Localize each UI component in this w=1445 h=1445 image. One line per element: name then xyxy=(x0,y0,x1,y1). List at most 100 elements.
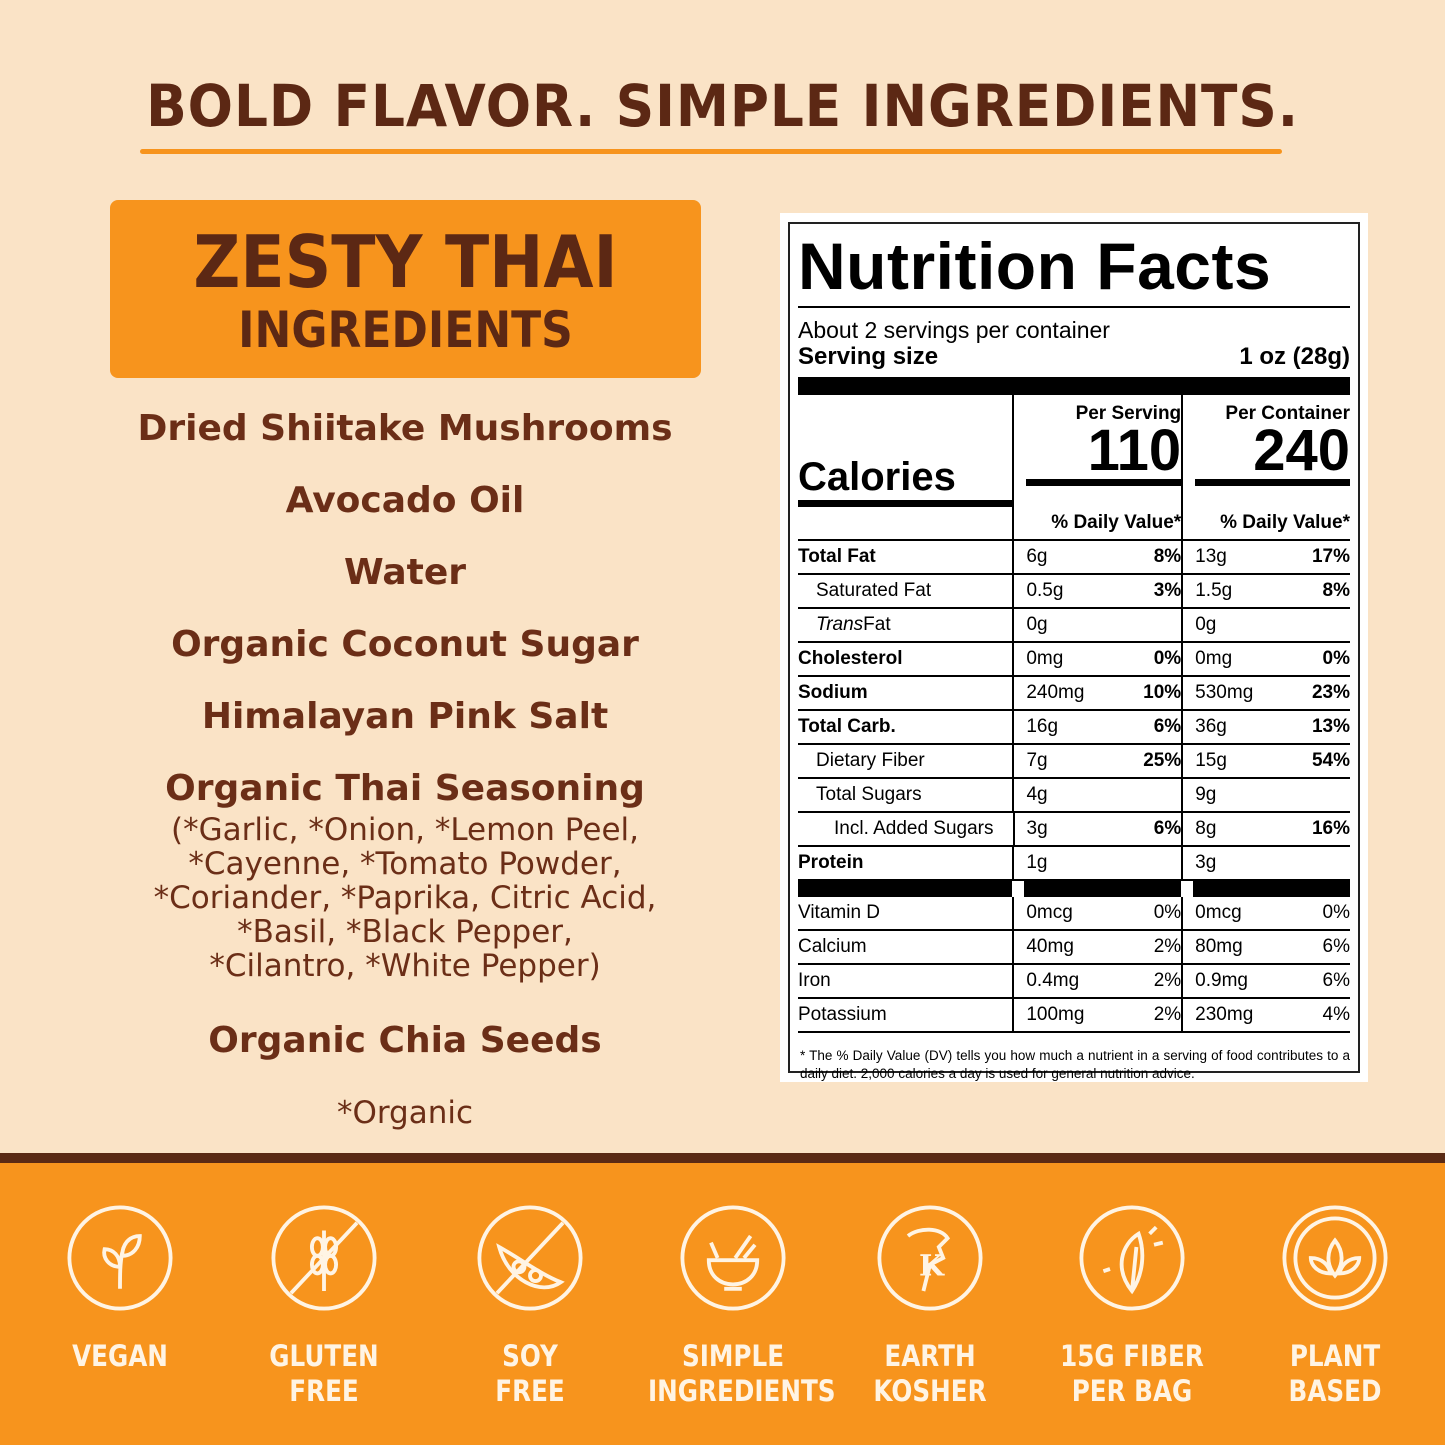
nutrient-row: Calcium 40mg 2% 80mg 6% xyxy=(798,931,1350,965)
ingredient: Organic Coconut Sugar xyxy=(171,624,639,665)
calories-label: Calories xyxy=(798,455,1013,507)
percent-dv: 6% xyxy=(1322,936,1350,957)
amount: 80mg xyxy=(1195,936,1243,957)
badge-label-line: INGREDIENTS xyxy=(648,1374,836,1408)
nutrient-values: 7g 25% xyxy=(1012,745,1182,779)
nutrient-name-rest: Fat xyxy=(863,614,891,635)
nutrient-row: Iron 0.4mg 2% 0.9mg 6% xyxy=(798,965,1350,999)
leaf-icon xyxy=(1032,1203,1232,1313)
dv-header: % Daily Value* xyxy=(1220,512,1350,533)
badge-label-line: GLUTEN xyxy=(269,1339,379,1373)
nutrient-values: 16g 6% xyxy=(1012,711,1182,745)
ingredients-list: Dried Shiitake Mushrooms Avocado Oil Wat… xyxy=(105,405,705,1131)
amount: 0.5g xyxy=(1026,580,1064,601)
amount: 15g xyxy=(1195,750,1227,771)
trans-italic: Trans xyxy=(816,614,864,635)
svg-text:K: K xyxy=(919,1249,945,1283)
ingredient-seasoning: Organic Thai Seasoning xyxy=(165,768,645,809)
badge: SOY FREE xyxy=(430,1203,630,1409)
nutrient-name: Dietary Fiber xyxy=(798,745,1013,779)
percent-dv: 0% xyxy=(1322,902,1350,923)
badge: K EARTH KOSHER xyxy=(830,1203,1030,1409)
nutrient-name: Trans Fat xyxy=(798,609,1013,643)
nutrition-facts-label: Nutrition Facts About 2 servings per con… xyxy=(780,213,1368,1082)
amount: 7g xyxy=(1026,750,1048,771)
ingredient: Avocado Oil xyxy=(285,480,525,521)
amount: 240mg xyxy=(1026,682,1085,703)
nutrient-row: Total Fat 6g 8% 13g 17% xyxy=(798,541,1350,575)
nutrient-row: Saturated Fat 0.5g 3% 1.5g 8% xyxy=(798,575,1351,609)
amount: 0mcg xyxy=(1195,902,1242,923)
sprout-icon xyxy=(20,1203,220,1313)
nutrient-name: Protein xyxy=(798,847,1013,881)
nutrient-name: Total Fat xyxy=(798,541,1013,575)
amount: 36g xyxy=(1195,716,1227,737)
percent-dv: 6% xyxy=(1322,970,1350,991)
badges-bar: VEGAN GLUTEN FREE SOY FREE SIMPLE INGREDIENTS K… xyxy=(0,1163,1445,1445)
nutrient-values: 0.4mg 2% xyxy=(1012,965,1182,999)
nutrient-name: Total Carb. xyxy=(798,711,1013,745)
percent-dv: 0% xyxy=(1153,902,1182,923)
no-wheat-icon xyxy=(224,1203,424,1313)
dv-header: % Daily Value* xyxy=(1051,512,1182,533)
nutrient-name: Vitamin D xyxy=(798,897,1013,931)
nutrient-values: 3g 6% xyxy=(1012,813,1182,847)
ingredient: Water xyxy=(343,552,467,593)
nutrient-row: Dietary Fiber 7g 25% 15g 54% xyxy=(798,745,1351,779)
percent-dv: 13% xyxy=(1311,716,1350,737)
badge: GLUTEN FREE xyxy=(224,1203,424,1409)
nutrient-values: 0g xyxy=(1012,609,1182,643)
seasoning-line: *Cayenne, *Tomato Powder, xyxy=(188,846,622,882)
nutrient-values: 0mcg 0% xyxy=(1012,897,1182,931)
seasoning-details: (*Garlic, *Onion, *Lemon Peel, *Cayenne,… xyxy=(105,813,705,983)
percent-dv: 23% xyxy=(1311,682,1350,703)
thick-divider xyxy=(798,881,1350,897)
nutrient-row: Total Sugars 4g 9g xyxy=(798,779,1351,813)
headline-underline xyxy=(140,149,1282,154)
badge-label: SOY FREE xyxy=(445,1339,615,1409)
badge-label-line: SOY xyxy=(502,1339,558,1373)
serving-size-value: 1 oz (28g) xyxy=(1239,343,1350,370)
nutrient-row: Potassium 100mg 2% 230mg 4% xyxy=(798,999,1350,1033)
nutrient-values: 8g 16% xyxy=(1181,813,1350,847)
nutrition-title: Nutrition Facts xyxy=(798,228,1350,308)
serving-size-label: Serving size xyxy=(798,343,939,370)
nutrient-name: Total Sugars xyxy=(798,779,1013,813)
amount: 530mg xyxy=(1195,682,1254,703)
nutrient-row: Cholesterol 0mg 0% 0mg 0% xyxy=(798,643,1350,677)
percent-dv: 54% xyxy=(1311,750,1351,771)
nutrient-row: Incl. Added Sugars 3g 6% 8g 16% xyxy=(798,813,1350,847)
nutrient-row: Trans Fat 0g 0g xyxy=(798,609,1351,643)
flavor-subtitle: INGREDIENTS xyxy=(238,301,573,359)
servings-per-container: About 2 servings per container xyxy=(798,317,1110,343)
nutrient-name: Incl. Added Sugars xyxy=(798,813,1013,847)
calories-row: Calories Per Serving 110 Per Container 2… xyxy=(798,395,1350,507)
per-container-header: Per Container xyxy=(1225,403,1350,424)
badge-label-line: VEGAN xyxy=(72,1339,168,1373)
amount: 13g xyxy=(1195,546,1227,567)
nutrient-values: 530mg 23% xyxy=(1181,677,1350,711)
dark-band xyxy=(0,1153,1445,1163)
nutrient-name: Iron xyxy=(798,965,1013,999)
amount: 9g xyxy=(1195,784,1217,805)
badge: VEGAN xyxy=(20,1203,220,1374)
nutrient-values: 1g xyxy=(1012,847,1182,881)
badge-label-line: FREE xyxy=(495,1374,565,1408)
nutrient-name: Saturated Fat xyxy=(798,575,1013,609)
nutrient-values: 4g xyxy=(1012,779,1182,813)
nutrient-row: Protein 1g 3g xyxy=(798,847,1350,881)
headline: BOLD FLAVOR. SIMPLE INGREDIENTS. xyxy=(146,72,1299,140)
amount: 230mg xyxy=(1195,1004,1254,1025)
seasoning-line: *Cilantro, *White Pepper) xyxy=(209,948,601,984)
calories-per-serving: 110 xyxy=(1026,422,1182,486)
nutrient-values: 36g 13% xyxy=(1181,711,1350,745)
nutrient-values: 1.5g 8% xyxy=(1181,575,1351,609)
organic-note: *Organic xyxy=(336,1095,474,1131)
nutrient-name: Sodium xyxy=(798,677,1013,711)
nutrient-row: Vitamin D 0mcg 0% 0mcg 0% xyxy=(798,897,1350,931)
seasoning-line: *Coriander, *Paprika, Citric Acid, xyxy=(153,880,657,916)
amount: 0mcg xyxy=(1026,902,1073,923)
amount: 0g xyxy=(1195,614,1217,635)
nutrient-values: 40mg 2% xyxy=(1012,931,1182,965)
badge-label-line: 15G FIBER xyxy=(1060,1339,1204,1373)
